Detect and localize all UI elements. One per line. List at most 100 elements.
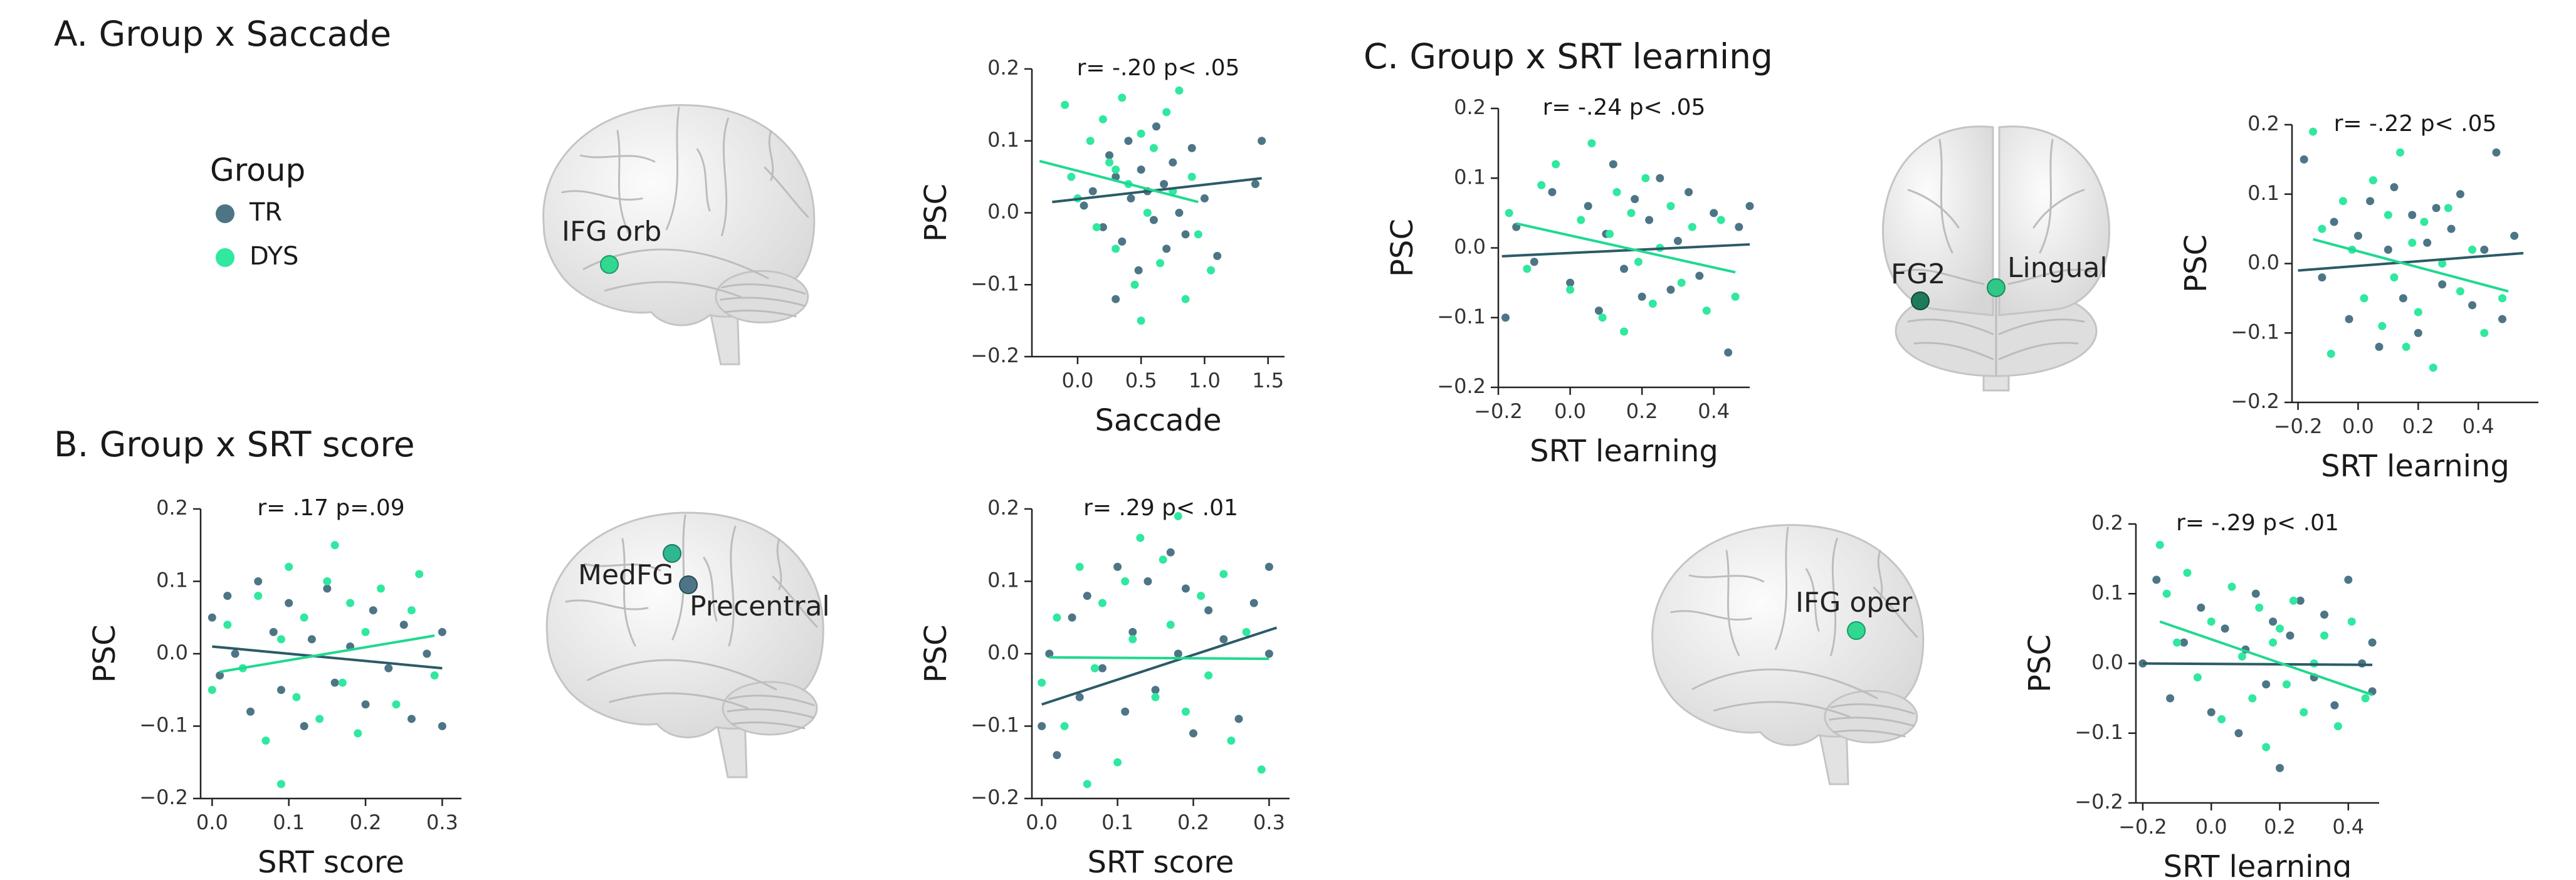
x-tick-label: 0.0 [1061, 369, 1093, 392]
panel-title: C. Group x SRT learning [1364, 36, 1773, 76]
data-point [438, 722, 446, 730]
data-point [330, 541, 339, 550]
data-point [407, 715, 416, 723]
data-point [2432, 204, 2441, 212]
data-point [2173, 638, 2182, 647]
y-axis-label: PSC [1385, 219, 1420, 277]
data-point [1505, 209, 1513, 217]
data-point [2155, 540, 2164, 549]
y-tick-label: −0.2 [2074, 790, 2123, 814]
data-point [2227, 582, 2236, 591]
brain-image [1651, 524, 1925, 785]
data-point [1731, 292, 1740, 301]
scatter-chart: −0.2 −0.1 0.0 0.1 0.2 −0.2 0.0 0.2 0.4 SRT learni… [1385, 95, 1754, 469]
y-tick-label: 0.2 [1454, 95, 1486, 119]
data-point [1641, 174, 1650, 182]
data-point [2300, 708, 2308, 716]
data-point [2444, 204, 2452, 212]
data-point [2429, 364, 2437, 372]
data-point [208, 686, 216, 694]
data-point [2375, 342, 2384, 351]
data-point [1113, 562, 1122, 571]
y-tick-label: 0.2 [987, 56, 1019, 80]
data-point [1137, 165, 1145, 174]
data-point [2423, 238, 2432, 247]
data-point [1631, 195, 1639, 204]
data-point [1204, 671, 1213, 680]
x-tick-label: 0.0 [2342, 414, 2374, 438]
data-point [2480, 328, 2489, 337]
data-point [2468, 245, 2477, 254]
fit-line [1516, 222, 1736, 274]
data-point [2166, 694, 2175, 703]
region-label: IFG oper [1795, 587, 1913, 619]
data-point [1645, 216, 1654, 224]
x-axis-label: SRT score [1088, 845, 1234, 877]
data-point [369, 606, 377, 615]
data-point [1606, 229, 1614, 238]
data-point [1061, 100, 1070, 109]
data-point [2438, 259, 2447, 268]
fit-line [2142, 662, 2373, 666]
data-point [1634, 258, 1643, 266]
legend-label: TR [249, 198, 282, 227]
x-tick-label: 0.5 [1125, 369, 1157, 392]
panel-title: B. Group x SRT score [54, 424, 415, 464]
data-point [2180, 638, 2189, 647]
data-point [1530, 258, 1538, 266]
data-point [2162, 589, 2171, 598]
data-point [1159, 555, 1167, 564]
data-point [1552, 160, 1560, 169]
data-point [1685, 188, 1693, 196]
data-point [2408, 238, 2417, 247]
data-point [1143, 577, 1152, 585]
data-point [1075, 693, 1084, 701]
x-tick-label: 1.0 [1189, 369, 1221, 392]
data-point [1638, 292, 1646, 301]
data-point [2492, 148, 2501, 157]
data-point [1523, 265, 1532, 273]
y-tick-label: −0.1 [1437, 305, 1486, 328]
data-point [1127, 194, 1135, 203]
data-point [254, 592, 263, 600]
data-point [1045, 649, 1054, 658]
data-point [1181, 707, 1190, 716]
data-point [1181, 230, 1190, 239]
data-point [246, 707, 255, 716]
data-point [1112, 165, 1120, 174]
scatter-chart: −0.2 −0.1 0.0 0.1 0.2 −0.2 0.0 0.2 0.4 SRT learni… [2022, 510, 2379, 880]
x-tick-label: 0.1 [273, 810, 305, 834]
data-point [231, 649, 239, 658]
fit-line [1039, 159, 1199, 204]
data-point [2447, 224, 2456, 233]
data-point [1136, 533, 1145, 542]
data-point [1609, 160, 1617, 169]
data-point [2330, 217, 2338, 226]
annotation: r= -.29 p< .01 [2176, 510, 2339, 536]
data-point [377, 584, 386, 593]
data-point [1688, 223, 1696, 231]
legend-marker [216, 248, 234, 267]
data-point [1673, 236, 1682, 245]
scatter-chart: −0.2 −0.1 0.0 0.1 0.2 0.0 0.1 0.2 0.3 SRT score PS… [918, 495, 1290, 880]
data-point [1118, 93, 1127, 102]
data-point [1156, 259, 1165, 268]
data-point [1702, 306, 1711, 315]
data-point [2396, 148, 2405, 157]
data-point [2345, 315, 2353, 323]
data-point [1098, 599, 1107, 607]
data-point [1677, 278, 1686, 287]
region-label: IFG orb [562, 216, 661, 248]
data-point [2390, 183, 2399, 192]
y-axis-label: PSC [87, 625, 122, 683]
data-point [1174, 649, 1182, 658]
fit-line [2298, 251, 2524, 272]
data-point [1124, 137, 1133, 145]
fit-line [2313, 238, 2509, 293]
y-tick-label: 0.1 [1454, 165, 1486, 189]
data-point [1656, 174, 1664, 182]
data-point [1038, 722, 1046, 730]
data-point [361, 627, 370, 636]
y-tick-label: 0.1 [156, 568, 188, 592]
